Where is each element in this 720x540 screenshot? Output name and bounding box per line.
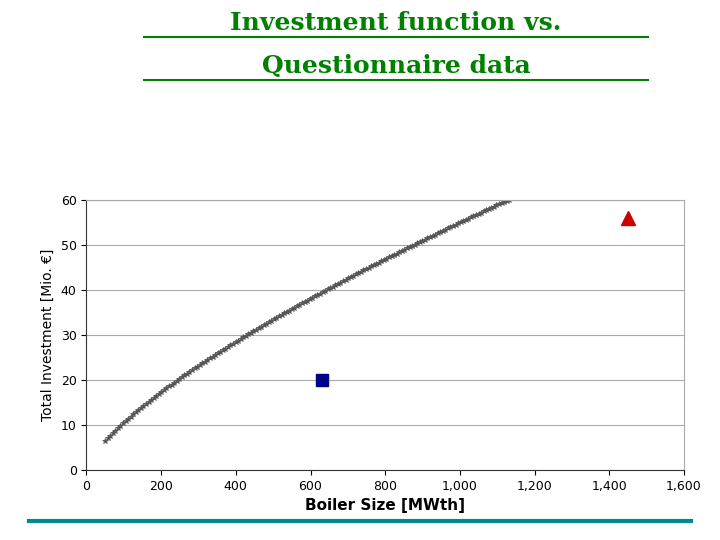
X-axis label: Boiler Size [MWth]: Boiler Size [MWth] <box>305 498 465 513</box>
Text: Investment function vs.: Investment function vs. <box>230 11 562 35</box>
Text: Questionnaire data: Questionnaire data <box>261 55 531 78</box>
Y-axis label: Total Investment [Mio. €]: Total Investment [Mio. €] <box>41 248 55 421</box>
